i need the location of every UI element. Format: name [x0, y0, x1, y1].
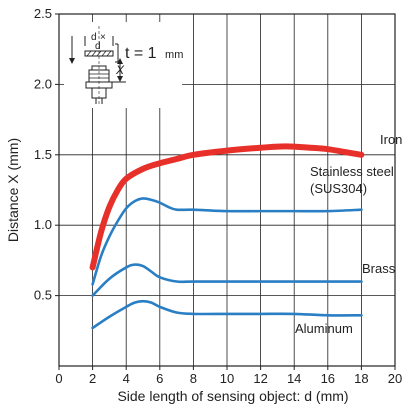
series-line-stainless-steel-sus304	[91, 197, 363, 286]
series-label: (SUS304)	[310, 181, 367, 196]
y-tick-label: 0.5	[34, 288, 52, 303]
inset-thickness-unit: mm	[165, 49, 183, 61]
y-tick-label: 2.0	[34, 76, 52, 91]
x-tick-label: 2	[89, 371, 96, 386]
inset-plate-hatch-2	[91, 50, 97, 57]
series-label: Brass	[362, 261, 396, 276]
axis-ticks: 0 2 4 6 8 10 12 14 16 18 20 0.5 1.0 1.5 2.0 2.5	[34, 6, 402, 386]
x-tick-label: 12	[253, 371, 267, 386]
inset-plate-hatch-4	[101, 50, 107, 57]
x-tick-label: 4	[123, 371, 130, 386]
y-tick-label: 2.5	[34, 6, 52, 21]
inset-approach-arrow-head	[69, 58, 75, 64]
inset-d2-label: d	[95, 41, 101, 52]
data-series	[89, 143, 365, 330]
inset-plate-hatch-1	[86, 50, 92, 57]
sensor-inset-diagram: d × d t = 1 mm X	[64, 22, 183, 108]
x-tick-label: 18	[354, 371, 368, 386]
y-axis-label: Distance X (mm)	[5, 138, 21, 242]
y-tick-label: 1.0	[34, 217, 52, 232]
x-tick-label: 6	[156, 371, 163, 386]
inset-x-arrow-head-bottom	[117, 76, 123, 82]
x-tick-label: 14	[287, 371, 301, 386]
inset-d-label: d	[91, 32, 97, 43]
series-line-aluminum	[91, 299, 363, 330]
x-tick-label: 8	[190, 371, 197, 386]
series-line-iron	[89, 143, 365, 271]
inset-x-arrow-head-top	[117, 58, 123, 64]
x-tick-label: 10	[220, 371, 234, 386]
inset-background	[64, 22, 182, 108]
x-tick-label: 16	[321, 371, 335, 386]
y-tick-label: 1.5	[34, 147, 52, 162]
inset-x-label: X	[115, 63, 125, 77]
x-axis-label: Side length of sensing object: d (mm)	[117, 388, 348, 404]
inset-x-mark: ×	[100, 32, 106, 43]
x-tick-label: 20	[388, 371, 402, 386]
series-label: Stainless steel	[310, 164, 394, 179]
series-labels: Iron Stainless steel (SUS304) Brass Aluminum	[295, 132, 402, 336]
inset-thickness-value: t = 1	[125, 45, 157, 62]
x-tick-label: 0	[55, 371, 62, 386]
series-line-brass	[91, 263, 363, 297]
inset-plate-hatch-5	[106, 50, 112, 57]
inset-thickness-text: t = 1 mm	[125, 45, 183, 62]
series-label: Aluminum	[295, 321, 353, 336]
series-label: Iron	[380, 132, 402, 147]
